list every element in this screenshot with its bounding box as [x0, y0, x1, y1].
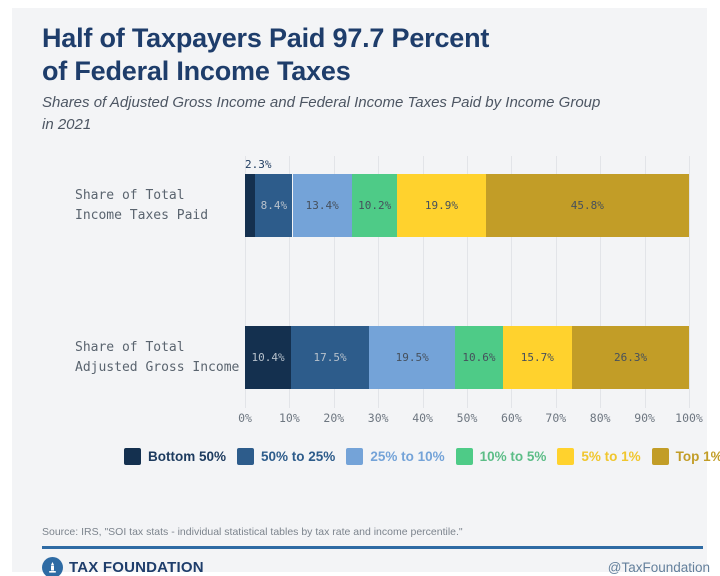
gridline — [511, 156, 513, 408]
subtitle-line-2: in 2021 — [42, 115, 92, 133]
segment-value-label: 10.2% — [358, 199, 392, 212]
page-title: Half of Taxpayers Paid 97.7 Percent of Fe… — [42, 22, 489, 88]
bar-segment: 45.8% — [485, 174, 689, 237]
legend-item: 5% to 1% — [557, 448, 641, 465]
legend-label: Top 1% — [675, 449, 720, 464]
segment-value-label: 15.7% — [520, 351, 554, 364]
segment-value-label: 19.9% — [424, 199, 459, 212]
segment-value-label: 26.3% — [614, 351, 648, 364]
legend-item: 25% to 10% — [346, 448, 445, 465]
legend-label: 5% to 1% — [581, 449, 641, 464]
bar-segment: 10.2% — [352, 174, 398, 237]
x-axis-tick-label: 80% — [589, 411, 611, 425]
bar-segment: 13.4% — [292, 174, 352, 237]
gridline — [245, 156, 246, 408]
bar-segment: 10.4% — [245, 326, 292, 389]
x-axis-tick-label: 0% — [238, 411, 252, 425]
segment-value-label: 10.4% — [251, 351, 285, 364]
x-axis-tick-label: 40% — [412, 411, 433, 425]
segment-value-label: 10.6% — [462, 351, 496, 364]
segment-value-label: 13.4% — [305, 199, 339, 212]
bar-segment: 19.9% — [397, 174, 486, 237]
gridline — [555, 156, 557, 408]
bar-segment: 26.3% — [572, 326, 689, 389]
title-line-2: of Federal Income Taxes — [42, 55, 351, 86]
x-axis-tick-label: 30% — [367, 411, 389, 425]
legend-label: 10% to 5% — [479, 449, 547, 464]
chart-subtitle: Shares of Adjusted Gross Income and Fede… — [42, 92, 600, 136]
gridline — [467, 156, 468, 408]
segment-value-label: 8.4% — [260, 199, 288, 212]
legend-swatch-icon — [346, 448, 364, 465]
x-axis-tick-label: 10% — [279, 411, 300, 425]
legend-item: 10% to 5% — [455, 448, 547, 465]
x-axis-tick-label: 50% — [456, 411, 478, 425]
gridline — [422, 156, 424, 408]
segment-value-label: 17.5% — [313, 351, 347, 364]
legend-item: Bottom 50% — [124, 448, 226, 465]
bar-segment: 19.5% — [368, 326, 456, 389]
category-label: Share of Total Adjusted Gross Income — [75, 339, 240, 375]
legend-item: Top 1% — [651, 448, 720, 465]
legend-swatch-icon — [237, 448, 255, 465]
legend-label: Bottom 50% — [148, 449, 227, 464]
brand: TAX FOUNDATION — [42, 556, 204, 576]
gridline — [644, 156, 646, 408]
x-axis-tick-label: 100% — [675, 411, 703, 425]
x-axis-tick-label: 90% — [634, 411, 655, 425]
bar-segment: 10.6% — [455, 326, 503, 389]
bar-row: 10.4% 17.5% 19.5% 10.6% 15.7% 26.3% — [245, 326, 689, 389]
title-line-1: Half of Taxpayers Paid 97.7 Percent — [42, 23, 490, 53]
segment-value-label: 45.8% — [570, 199, 604, 212]
legend-item: 50% to 25% — [237, 448, 335, 465]
bar-segment: 8.4% — [255, 174, 293, 237]
legend-label: 25% to 10% — [370, 449, 445, 464]
legend-swatch-icon — [557, 448, 575, 465]
legend: Bottom 50% 50% to 25% 25% to 10% 10% to 5% 5… — [124, 448, 720, 465]
source-note: Source: IRS, "SOI tax stats - individual… — [42, 526, 463, 538]
small-value-callout: 2.3% — [245, 158, 272, 171]
gridline — [600, 156, 602, 408]
gridline — [289, 156, 291, 408]
legend-swatch-icon — [651, 448, 669, 465]
footer-divider — [42, 546, 703, 549]
gridline — [378, 156, 380, 408]
bar-segment — [245, 174, 256, 237]
tax-foundation-logo-icon — [42, 556, 63, 576]
footer: TAX FOUNDATION @TaxFoundation — [42, 555, 710, 576]
gridline — [333, 156, 335, 408]
x-axis-tick-label: 70% — [545, 411, 567, 425]
brand-name: TAX FOUNDATION — [69, 558, 204, 576]
x-axis-tick-label: 20% — [323, 411, 345, 425]
legend-swatch-icon — [124, 448, 141, 465]
gridline — [689, 156, 690, 408]
bar-segment: 17.5% — [291, 326, 369, 389]
x-axis-tick-label: 60% — [501, 411, 522, 425]
legend-swatch-icon — [455, 448, 473, 465]
segment-value-label: 19.5% — [395, 351, 429, 364]
chart-card: Half of Taxpayers Paid 97.7 Percent of Fe… — [12, 8, 720, 576]
category-label: Share of Total Income Taxes Paid — [75, 187, 209, 223]
bar-segment: 15.7% — [502, 326, 573, 389]
legend-label: 50% to 25% — [261, 449, 336, 464]
bar-row: 8.4% 13.4% 10.2% 19.9% 45.8% — [245, 174, 689, 237]
subtitle-line-1: Shares of Adjusted Gross Income and Fede… — [42, 94, 601, 111]
twitter-handle[interactable]: @TaxFoundation — [607, 559, 710, 575]
